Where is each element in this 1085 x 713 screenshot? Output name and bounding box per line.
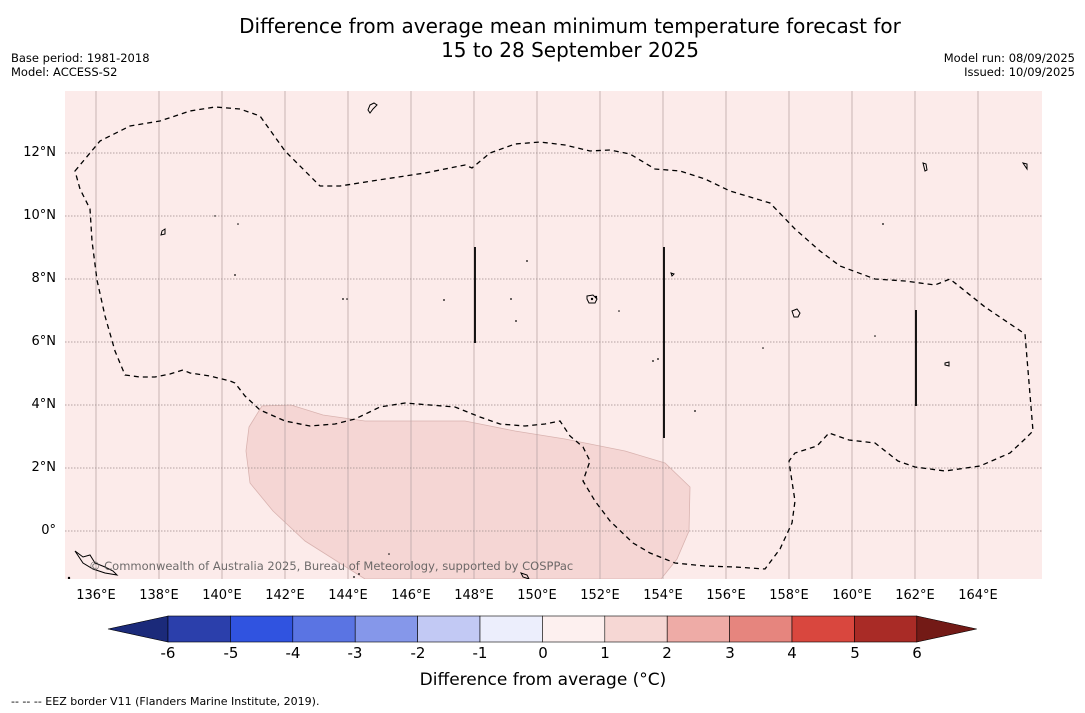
island-pohnpei (791, 308, 801, 318)
colorbar-tick: -5 (223, 644, 239, 662)
map-title: Difference from average mean minimum tem… (170, 14, 970, 62)
model-run-text: Model run: 08/09/2025 (943, 51, 1075, 65)
title-line-1: Difference from average mean minimum tem… (239, 14, 901, 38)
lat-label-12n: 12°N (23, 145, 56, 160)
colorbar-extend-high (916, 615, 977, 643)
colorbar-segment (167, 615, 231, 643)
title-line-2: 15 to 28 September 2025 (441, 38, 699, 62)
island-chuuk (586, 294, 598, 304)
island-small-3 (1021, 162, 1028, 171)
base-period-text: Base period: 1981-2018 (11, 51, 150, 65)
colorbar-tick: -3 (347, 644, 363, 662)
colorbar-segment (417, 615, 481, 643)
lat-label-2n: 2°N (31, 460, 57, 475)
island-new-guinea-coast (74, 550, 119, 576)
copyright-notice: © Commonwealth of Australia 2025, Bureau… (89, 559, 574, 573)
colorbar-segment (604, 615, 668, 643)
solid-boundaries (474, 247, 917, 438)
colorbar-tick: -4 (285, 644, 301, 662)
lon-label-146e: 146°E (391, 588, 431, 603)
meta-right: Model run: 08/09/2025 Issued: 10/09/2025 (944, 51, 1075, 79)
colorbar-tick: -6 (160, 644, 176, 662)
colorbar-segment (542, 615, 606, 643)
meridian-lines (95, 91, 979, 579)
colorbar-tick: 6 (912, 644, 922, 662)
colorbar-tick: 0 (538, 644, 548, 662)
colorbar-segment (479, 615, 543, 643)
meta-left: Base period: 1981-2018 Model: ACCESS-S2 (11, 51, 150, 79)
island-kosrae (944, 361, 950, 367)
map-panel (65, 91, 1042, 579)
colorbar-tick: 4 (787, 644, 797, 662)
colorbar-tick: 5 (850, 644, 860, 662)
colorbar-segments (107, 615, 977, 643)
lon-label-162e: 162°E (895, 588, 935, 603)
eez-footnote: -- -- -- EEZ border V11 (Flanders Marine… (11, 695, 320, 708)
colorbar-tick: 3 (725, 644, 735, 662)
colorbar (107, 615, 977, 643)
lon-label-136e: 136°E (76, 588, 116, 603)
colorbar-tick: -2 (410, 644, 426, 662)
lon-label-150e: 150°E (517, 588, 557, 603)
anomaly-patch (245, 404, 691, 579)
colorbar-segment (854, 615, 918, 643)
lon-label-160e: 160°E (832, 588, 872, 603)
island-small-2 (922, 162, 928, 172)
colorbar-segment (791, 615, 855, 643)
lat-label-4n: 4°N (31, 397, 57, 412)
colorbar-label: Difference from average (°C) (419, 670, 667, 690)
colorbar-tick: 1 (600, 644, 610, 662)
lat-label-8n: 8°N (31, 271, 57, 286)
lon-label-152e: 152°E (580, 588, 620, 603)
island-guam (367, 102, 378, 114)
model-text: Model: ACCESS-S2 (11, 65, 118, 79)
eez-borders (74, 106, 1034, 570)
island-small-4 (520, 572, 530, 579)
colorbar-segment (666, 615, 730, 643)
lon-label-138e: 138°E (139, 588, 179, 603)
parallel-lines (65, 152, 1042, 532)
colorbar-segment (292, 615, 356, 643)
colorbar-segment (729, 615, 793, 643)
lat-label-10n: 10°N (23, 208, 56, 223)
colorbar-tick: -1 (472, 644, 488, 662)
lon-label-156e: 156°E (706, 588, 746, 603)
eez-border-main (74, 106, 1034, 570)
island-small-1 (670, 272, 675, 277)
colorbar-tick: 2 (662, 644, 672, 662)
lon-label-164e: 164°E (958, 588, 998, 603)
island-yap (160, 228, 166, 236)
atoll-dots (67, 215, 884, 579)
colorbar-segment (354, 615, 418, 643)
lat-label-0: 0° (41, 523, 56, 538)
colorbar-segment (230, 615, 294, 643)
islands (74, 102, 1028, 579)
lon-label-148e: 148°E (454, 588, 494, 603)
lon-label-142e: 142°E (265, 588, 305, 603)
lon-label-158e: 158°E (769, 588, 809, 603)
lon-label-144e: 144°E (328, 588, 368, 603)
lon-label-154e: 154°E (643, 588, 683, 603)
map-svg (65, 91, 1042, 579)
issued-text: Issued: 10/09/2025 (964, 65, 1075, 79)
lat-label-6n: 6°N (31, 334, 57, 349)
lon-label-140e: 140°E (202, 588, 242, 603)
colorbar-extend-low (107, 615, 169, 643)
